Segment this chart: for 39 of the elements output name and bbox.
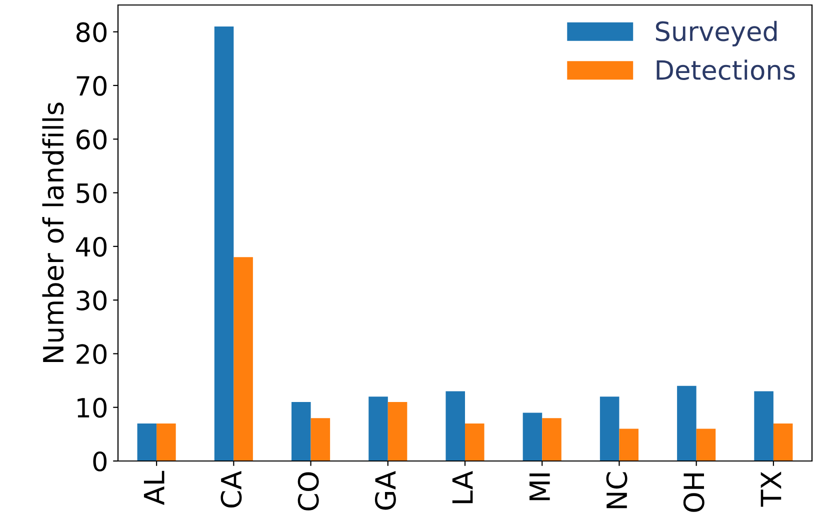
x-tick-label: OH [683,473,704,512]
bar [310,418,330,461]
x-tick-label: GA [374,470,396,510]
y-tick-label: 20 [76,344,107,364]
bar [368,396,388,461]
x-tick-label: LA [452,470,473,504]
bar [388,402,408,461]
bar [156,423,176,461]
y-axis-title: Number of landfills [42,102,64,362]
bar [773,423,793,461]
y-tick-label: 30 [76,290,107,310]
x-tick-label: AL [144,470,164,505]
bar [619,428,638,461]
bar [137,423,157,461]
x-tick-label: CA [220,470,242,508]
y-tick-label: 40 [76,236,107,257]
y-tick-label: 70 [76,76,107,96]
legend-label: Surveyed [656,20,777,46]
x-tick-label: MI [530,473,550,500]
bar [600,396,620,461]
legend-label: Detections [656,60,795,80]
bar [542,418,562,461]
bar [292,402,311,461]
x-tick-label: TX [760,472,782,507]
x-tick-label: CO [298,472,319,510]
bar [234,257,253,461]
y-tick-label: 10 [78,398,107,418]
bar [214,26,234,461]
y-tick-label: 50 [76,183,107,204]
bar [696,428,716,461]
x-tick-label: NC [606,472,628,508]
bar [677,386,696,461]
bar [465,423,484,461]
y-tick-label: 80 [76,22,107,42]
bar [522,412,542,461]
bar [446,391,465,461]
y-tick-label: 0 [93,451,107,472]
bar [754,391,774,461]
y-tick-label: 60 [76,130,107,150]
